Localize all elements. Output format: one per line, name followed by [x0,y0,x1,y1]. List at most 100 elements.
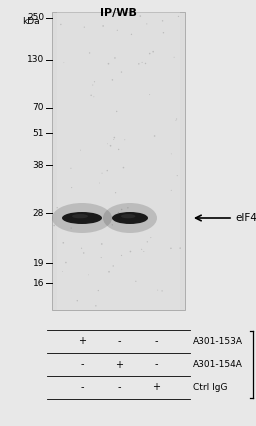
Point [161,29,165,36]
Point [64,259,68,266]
Point [89,92,93,99]
Point [92,216,96,222]
Point [112,134,116,141]
Point [156,287,160,294]
Ellipse shape [103,203,157,233]
Text: -: - [154,337,158,346]
Text: -: - [154,360,158,369]
Point [175,172,179,179]
Text: +: + [152,383,160,392]
Point [140,59,144,66]
Point [148,50,152,57]
Point [100,241,104,248]
Point [82,250,86,256]
Text: -: - [80,383,84,392]
Ellipse shape [62,212,102,224]
Point [134,278,138,285]
Point [126,204,130,211]
Text: IP/WB: IP/WB [100,8,136,18]
Point [109,142,113,149]
Text: -: - [80,360,84,369]
Bar [57,12,180,310]
Point [147,91,152,98]
Point [79,245,83,252]
Ellipse shape [121,214,135,218]
Point [143,60,147,67]
Point [88,49,92,56]
Point [96,287,100,294]
Point [78,147,82,153]
Point [116,146,121,153]
Text: -: - [117,337,121,346]
Point [94,302,98,309]
Point [110,77,114,83]
Point [169,245,173,252]
Point [161,17,165,24]
Point [98,180,102,187]
Point [121,164,125,171]
Point [55,204,59,211]
Point [100,170,104,177]
Point [145,239,149,245]
Point [138,13,142,20]
Text: A301-154A: A301-154A [193,360,243,369]
Text: 16: 16 [33,279,44,288]
Point [123,136,127,143]
Text: A301-153A: A301-153A [193,337,243,346]
Point [105,141,110,147]
Point [101,23,105,29]
Point [151,48,155,55]
Point [61,239,65,246]
Point [115,108,119,115]
Point [176,13,180,20]
Point [70,184,74,191]
Point [137,60,141,67]
Point [145,20,149,27]
Point [113,55,117,61]
Point [69,165,73,172]
Point [116,209,121,216]
Point [111,262,115,269]
Ellipse shape [52,203,112,233]
Point [119,69,123,75]
Point [110,222,114,228]
Point [140,246,144,253]
Point [142,248,146,255]
Ellipse shape [112,212,148,224]
Point [92,78,97,85]
Point [115,27,119,34]
Text: +: + [78,337,86,346]
Point [105,167,109,174]
Point [99,254,103,261]
Point [174,117,178,124]
Text: eIF4E: eIF4E [235,213,256,223]
Point [59,21,63,28]
Point [153,132,157,139]
Point [106,60,111,67]
Point [75,297,79,304]
Point [52,222,56,229]
Point [87,271,91,278]
Point [130,31,134,38]
Text: 250: 250 [27,14,44,23]
Point [169,187,173,194]
Text: 38: 38 [33,161,44,170]
Text: +: + [115,360,123,369]
Point [114,189,118,196]
Point [91,82,95,89]
Text: -: - [117,383,121,392]
Point [172,54,176,60]
Point [120,206,124,213]
Point [129,248,133,255]
Point [169,150,173,157]
Bar [52,12,185,310]
Point [149,234,153,241]
Point [60,268,65,275]
Point [160,288,164,294]
Text: 28: 28 [33,208,44,218]
Text: kDa: kDa [22,17,40,26]
Text: Ctrl IgG: Ctrl IgG [193,383,228,392]
Text: 130: 130 [27,55,44,64]
Ellipse shape [72,214,88,218]
Point [69,225,73,231]
